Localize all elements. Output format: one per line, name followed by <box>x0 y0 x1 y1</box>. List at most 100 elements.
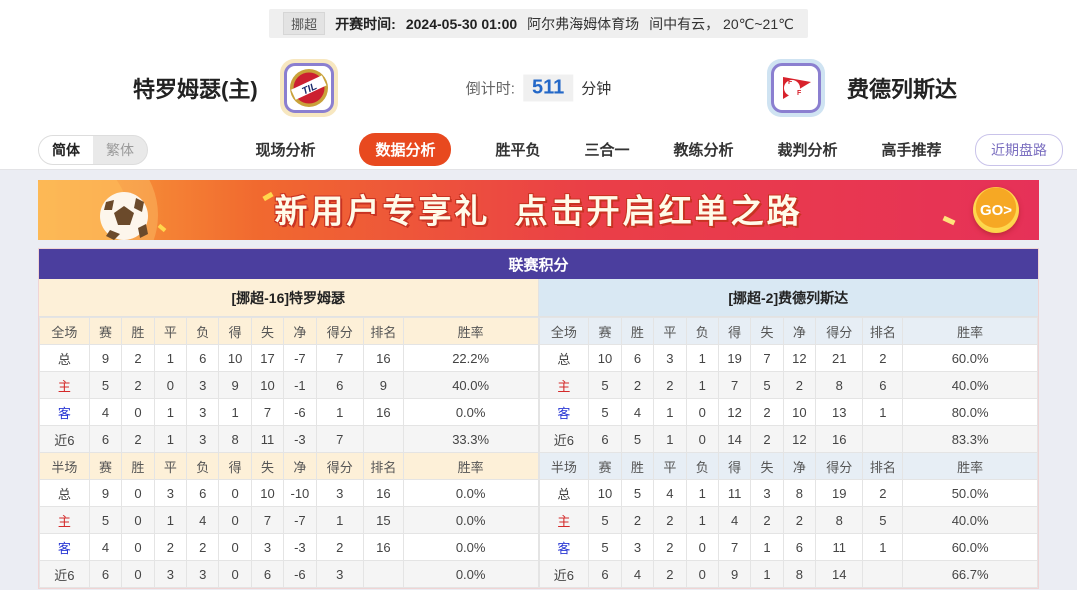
table-header-row: 半场赛胜平负得失净得分 排名 胜率 <box>39 452 539 480</box>
table-cell: 得 <box>218 452 252 480</box>
table-cell <box>862 425 904 453</box>
table-cell: 负 <box>186 317 220 345</box>
lang-toggle: 简体 繁体 <box>38 134 148 165</box>
table-cell: 9 <box>88 479 123 507</box>
tab-referee-analysis[interactable]: 裁判分析 <box>777 142 838 159</box>
table-cell: -6 <box>283 398 317 426</box>
table-cell: 80.0% <box>902 398 1038 426</box>
promo-banner[interactable]: 新用户专享礼 点击开启红单之路 GO> <box>38 180 1039 240</box>
table-cell: 近6 <box>39 560 90 588</box>
tab-expert-picks[interactable]: 高手推荐 <box>881 142 942 159</box>
table-cell: 主 <box>39 506 90 534</box>
table-cell: 7 <box>717 371 752 399</box>
away-table-header: [挪超-2]费德列斯达 <box>538 279 1038 317</box>
tab-live-analysis[interactable]: 现场分析 <box>255 142 316 159</box>
table-cell: 胜率 <box>402 452 539 480</box>
table-cell: 3 <box>186 398 220 426</box>
table-cell: 2 <box>121 344 155 372</box>
table-cell: 3 <box>250 533 285 561</box>
tab-data-analysis[interactable]: 数据分析 <box>359 133 452 166</box>
go-button[interactable]: GO> <box>973 187 1019 233</box>
league-points-card: 联赛积分 [挪超-16]特罗姆瑟 全场赛胜平负得失净得分 排名 胜率总 9 2 1 6 10 1… <box>38 248 1039 589</box>
match-header: 特罗姆瑟(主) TIL 倒计时: 511 分钟 <box>0 46 1077 130</box>
table-cell <box>362 425 404 453</box>
table-cell: 2 <box>653 506 687 534</box>
table-cell: 12 <box>782 344 817 372</box>
table-cell: 9 <box>88 344 123 372</box>
table-cell: 失 <box>750 317 784 345</box>
til-crest-icon: TIL <box>289 69 328 107</box>
table-cell: 6 <box>88 425 123 453</box>
table-cell: 胜率 <box>902 317 1038 345</box>
table-cell: 3 <box>315 560 364 588</box>
lang-simplified[interactable]: 简体 <box>39 135 93 164</box>
home-team-logo: TIL <box>279 59 338 117</box>
table-cell: 负 <box>685 317 719 345</box>
table-cell: 9 <box>218 371 252 399</box>
table-cell: 失 <box>750 452 784 480</box>
table-cell: 2 <box>653 533 687 561</box>
table-cell: 14 <box>717 425 752 453</box>
table-cell: 半场 <box>39 452 90 480</box>
table-row: 近6 6 4 2 0 9 1 8 14 66.7% <box>538 560 1038 588</box>
table-cell: 得 <box>717 317 752 345</box>
table-cell: 4 <box>717 506 752 534</box>
table-row: 近6 6 2 1 3 8 11 -3 7 33.3% <box>39 425 539 453</box>
table-cell: 40.0% <box>402 371 539 399</box>
table-cell: 5 <box>620 479 655 507</box>
table-cell: 3 <box>153 479 188 507</box>
table-cell: 22.2% <box>402 344 539 372</box>
table-cell: 平 <box>653 452 687 480</box>
tab-three-in-one[interactable]: 三合一 <box>584 142 630 159</box>
table-cell: 排名 <box>362 317 404 345</box>
table-row: 总 10 6 3 1 19 7 12 21 2 60.0% <box>538 344 1038 372</box>
table-cell: 失 <box>250 452 285 480</box>
table-row: 客 5 4 1 0 12 2 10 13 1 80.0% <box>538 398 1038 426</box>
table-cell: 1 <box>685 371 719 399</box>
table-cell: 17 <box>250 344 285 372</box>
table-cell: 0 <box>685 425 719 453</box>
table-cell: 0.0% <box>402 506 539 534</box>
table-cell: 16 <box>815 425 864 453</box>
table-cell: 2 <box>782 506 817 534</box>
tab-win-draw-lose[interactable]: 胜平负 <box>495 142 541 159</box>
table-cell: 8 <box>218 425 252 453</box>
recent-odds-button[interactable]: 近期盘路 <box>975 133 1063 166</box>
table-cell: 2 <box>186 533 220 561</box>
table-cell: 5 <box>588 506 622 534</box>
table-cell: 60.0% <box>902 344 1038 372</box>
table-cell: 全场 <box>39 317 90 345</box>
lang-traditional[interactable]: 繁体 <box>106 141 134 158</box>
table-cell: 3 <box>186 425 220 453</box>
countdown: 倒计时: 511 分钟 <box>466 74 611 102</box>
table-cell: 10 <box>218 344 252 372</box>
table-cell: 半场 <box>538 452 590 480</box>
table-row: 近6 6 0 3 3 0 6 -6 3 0.0% <box>39 560 539 588</box>
table-cell: 0 <box>685 560 719 588</box>
table-cell: 客 <box>538 398 590 426</box>
table-cell: 19 <box>717 344 752 372</box>
table-cell: 5 <box>588 533 622 561</box>
table-row: 总 10 5 4 1 11 3 8 19 2 50.0% <box>538 479 1038 507</box>
table-cell: 7 <box>250 398 285 426</box>
venue: 阿尔弗海姆体育场 <box>527 15 640 32</box>
table-cell: 0 <box>218 560 252 588</box>
kickoff-time: 2024-05-30 01:00 <box>405 15 518 32</box>
table-row: 客 4 0 1 3 1 7 -6 1 16 0.0% <box>39 398 539 426</box>
table-cell: 2 <box>750 506 784 534</box>
table-row: 主 5 2 0 3 9 10 -1 6 9 40.0% <box>39 371 539 399</box>
table-cell: 4 <box>620 398 655 426</box>
table-cell: 5 <box>862 506 904 534</box>
table-cell: 赛 <box>588 452 622 480</box>
tab-coach-analysis[interactable]: 教练分析 <box>673 142 734 159</box>
table-cell: 2 <box>750 425 784 453</box>
table-row: 客 4 0 2 2 0 3 -3 2 16 0.0% <box>39 533 539 561</box>
table-cell: 10 <box>250 479 285 507</box>
table-cell: 客 <box>39 533 90 561</box>
table-cell: 7 <box>315 344 364 372</box>
table-cell <box>362 560 404 588</box>
table-cell: 排名 <box>862 317 904 345</box>
table-cell: 16 <box>362 479 404 507</box>
table-cell: 2 <box>620 506 655 534</box>
table-cell: 平 <box>153 317 188 345</box>
